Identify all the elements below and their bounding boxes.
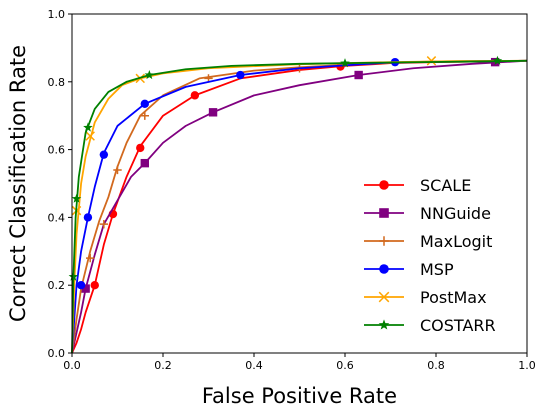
series-marker-costarr: [340, 58, 350, 68]
x-tick-label: 0.2: [154, 359, 172, 372]
series-marker-maxlogit: [113, 165, 122, 175]
legend: SCALE NNGuide MaxLogit MSP PostMax COSTARR: [364, 176, 496, 335]
series-line-msp: [71, 59, 528, 354]
series-marker-scale: [190, 91, 200, 100]
series-marker-nnguide: [81, 284, 90, 293]
series-marker-msp: [236, 70, 245, 80]
legend-label-msp: MSP: [420, 260, 454, 279]
series-marker-costarr: [71, 193, 82, 203]
plot-area-frame: [71, 13, 528, 354]
series-marker-scale: [136, 143, 145, 153]
series-marker-costarr: [492, 55, 503, 65]
series-marker-maxlogit: [140, 111, 149, 120]
series-msp: [71, 57, 528, 354]
x-tick-label: 0.8: [427, 359, 445, 372]
y-tick-label: 0.4: [48, 211, 66, 224]
series-marker-costarr: [68, 271, 79, 281]
legend-item-maxlogit: MaxLogit: [364, 232, 492, 251]
legend-label-costarr: COSTARR: [420, 316, 496, 335]
series-layer: [68, 55, 528, 354]
series-marker-msp: [83, 213, 93, 222]
legend-marker-scale: [379, 180, 389, 190]
legend-label-postmax: PostMax: [420, 288, 487, 307]
series-marker-nnguide: [354, 70, 363, 80]
series-marker-costarr: [144, 70, 155, 80]
legend-item-costarr: COSTARR: [364, 316, 496, 335]
series-marker-scale: [90, 281, 99, 290]
x-axis-label: False Positive Rate: [202, 384, 397, 408]
legend-item-postmax: PostMax: [364, 288, 487, 307]
x-tick-label: 1.0: [518, 359, 536, 372]
legend-marker-maxlogit: [379, 236, 389, 246]
x-tick-label: 0.4: [245, 359, 263, 372]
legend-label-nnguide: NNGuide: [420, 204, 491, 223]
y-tick-label: 0.0: [48, 347, 66, 360]
series-marker-postmax: [85, 131, 95, 141]
y-tick-label: 0.8: [48, 76, 66, 89]
legend-marker-msp: [379, 264, 389, 274]
y-tick-label: 1.0: [48, 8, 66, 21]
series-marker-nnguide: [208, 108, 218, 117]
legend-item-nnguide: NNGuide: [364, 204, 491, 223]
series-marker-maxlogit: [99, 219, 109, 229]
series-marker-msp: [76, 281, 86, 290]
series-marker-msp: [140, 99, 149, 109]
series-marker-nnguide: [140, 158, 149, 168]
legend-item-msp: MSP: [364, 260, 454, 279]
x-tick-label: 0.0: [63, 359, 81, 372]
y-tick-label: 0.6: [48, 144, 66, 157]
series-marker-maxlogit: [86, 253, 95, 263]
legend-marker-costarr: [378, 319, 390, 330]
legend-item-scale: SCALE: [364, 176, 471, 195]
ticks-layer: 0.0 0.2 0.4 0.6 0.8 1.0 0.0 0.2 0.4 0.6 0.8 1.0: [48, 8, 536, 372]
legend-label-maxlogit: MaxLogit: [420, 232, 492, 251]
legend-label-scale: SCALE: [420, 176, 471, 195]
x-tick-label: 0.6: [336, 359, 354, 372]
series-marker-postmax: [426, 56, 437, 66]
series-costarr: [68, 55, 528, 354]
legend-marker-nnguide: [379, 208, 389, 218]
y-axis-label: Correct Classification Rate: [6, 45, 30, 322]
series-marker-costarr: [83, 122, 93, 132]
y-tick-label: 0.2: [48, 279, 66, 292]
series-line-costarr: [71, 59, 528, 354]
series-marker-msp: [99, 150, 109, 159]
legend-marker-postmax: [378, 291, 390, 303]
